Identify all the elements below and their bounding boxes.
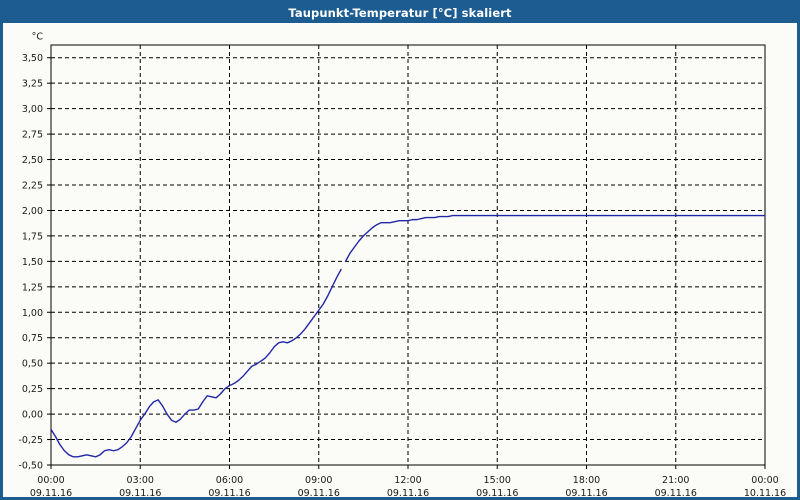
y-axis-label: 2,25 <box>22 181 43 192</box>
plot-frame <box>50 44 766 466</box>
x-axis-time-label: 00:00 <box>37 475 64 486</box>
y-axis-label: 1,75 <box>22 231 43 242</box>
y-axis-label: -0,50 <box>18 461 43 472</box>
x-axis-date-label: 09.11.16 <box>298 488 340 497</box>
y-axis-label: 3,50 <box>22 53 43 64</box>
x-axis-time-label: 03:00 <box>127 475 154 486</box>
x-axis-time-label: 00:00 <box>751 475 778 486</box>
x-axis-date-label: 09.11.16 <box>387 488 429 497</box>
x-axis-time-label: 15:00 <box>484 475 511 486</box>
y-axis-label: 2,00 <box>22 206 43 217</box>
y-axis-unit: °C <box>32 32 44 43</box>
y-axis-label: 1,25 <box>22 282 43 293</box>
y-axis-label: 1,00 <box>22 308 43 319</box>
x-axis-time-label: 09:00 <box>305 475 332 486</box>
window-title-bar: Taupunkt-Temperatur [°C] skaliert <box>3 3 797 23</box>
x-axis-time-label: 06:00 <box>216 475 243 486</box>
x-axis-time-label: 21:00 <box>662 475 689 486</box>
data-series-line <box>50 268 342 458</box>
y-axis-label: 1,50 <box>22 257 43 268</box>
y-axis-label: 0,75 <box>22 333 43 344</box>
y-axis-label: 0,25 <box>22 384 43 395</box>
y-axis-label: 3,25 <box>22 79 43 90</box>
y-axis-label: 0,00 <box>22 410 43 421</box>
x-axis-date-label: 10.11.16 <box>744 488 786 497</box>
line-chart: 3,50 3,25 3,00 2,75 2,50 2,25 2,00 1,75 1,50 1,25… <box>18 32 786 497</box>
y-axis-label: -0,25 <box>18 435 43 446</box>
x-axis-date-label: 09.11.16 <box>655 488 697 497</box>
x-axis-date-label: 09.11.16 <box>476 488 518 497</box>
x-axis-date-label: 09.11.16 <box>208 488 250 497</box>
x-axis-time-label: 18:00 <box>573 475 600 486</box>
x-axis-date-label: 09.11.16 <box>565 488 607 497</box>
chart-canvas: 3,50 3,25 3,00 2,75 2,50 2,25 2,00 1,75 1,50 1,25… <box>3 23 797 497</box>
x-axis-date-label: 09.11.16 <box>119 488 161 497</box>
y-axis-label: 0,50 <box>22 359 43 370</box>
data-series-line <box>344 214 766 263</box>
y-axis-label: 2,75 <box>22 130 43 141</box>
x-axis-time-label: 12:00 <box>394 475 421 486</box>
page-title: Taupunkt-Temperatur [°C] skaliert <box>288 6 512 20</box>
x-axis-date-label: 09.11.16 <box>30 488 72 497</box>
y-axis-label: 2,50 <box>22 155 43 166</box>
y-axis-label: 3,00 <box>22 104 43 115</box>
